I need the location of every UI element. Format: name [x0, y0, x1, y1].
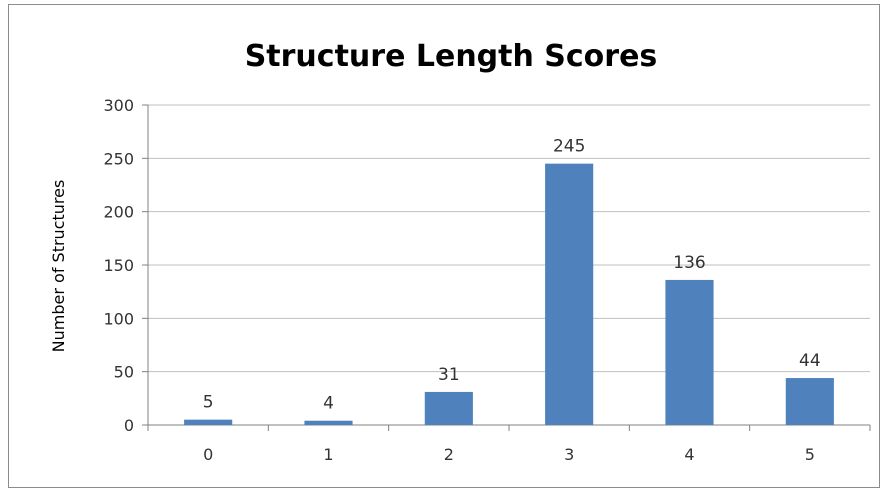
- y-tick-label: 150: [103, 256, 134, 275]
- data-label-5: 44: [799, 351, 821, 371]
- x-tick-label-1: 1: [323, 445, 333, 464]
- x-tick-label-3: 3: [564, 445, 574, 464]
- data-label-0: 5: [203, 393, 214, 413]
- x-tick-label-2: 2: [444, 445, 454, 464]
- x-tick-label-5: 5: [805, 445, 815, 464]
- bars: [184, 163, 834, 425]
- bar-3: [545, 163, 594, 425]
- bar-2: [424, 391, 473, 425]
- y-tick-labels: 0 50 100 150 200 250 300: [103, 96, 134, 435]
- y-tick-label: 300: [103, 96, 134, 115]
- x-tick-label-0: 0: [203, 445, 213, 464]
- gridlines: [148, 104, 870, 373]
- y-tick-label: 250: [103, 149, 134, 168]
- data-label-3: 245: [553, 137, 585, 157]
- bar-0: [184, 419, 233, 425]
- data-label-2: 31: [438, 365, 460, 385]
- y-axis-label: Number of Structures: [49, 180, 68, 353]
- chart-title: Structure Length Scores: [245, 39, 658, 74]
- axes: [142, 104, 871, 431]
- data-labels: 5 4 31 245 136 44: [203, 137, 821, 414]
- data-label-1: 4: [323, 394, 334, 414]
- x-tick-label-4: 4: [684, 445, 694, 464]
- y-tick-label: 100: [103, 309, 134, 328]
- data-label-4: 136: [673, 253, 705, 273]
- y-tick-label: 50: [114, 363, 134, 382]
- x-tick-labels: 0 1 2 3 4 5: [203, 445, 815, 464]
- bar-1: [304, 420, 353, 425]
- y-tick-label: 0: [124, 416, 134, 435]
- y-tick-label: 200: [103, 203, 134, 222]
- bar-5: [785, 378, 834, 425]
- bar-4: [665, 279, 714, 425]
